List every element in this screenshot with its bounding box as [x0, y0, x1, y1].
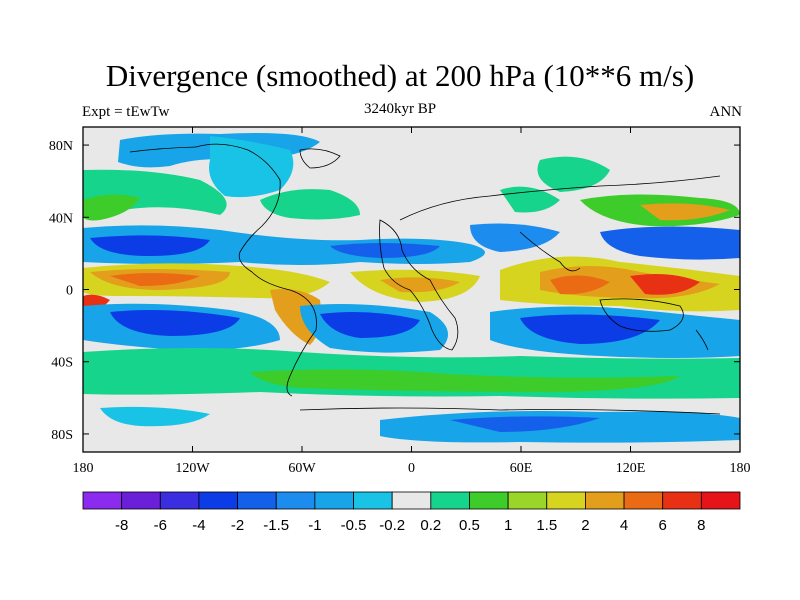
- north-pacific-negative-core: [90, 235, 210, 256]
- colorbar-label-8: 0.2: [420, 517, 441, 534]
- colorbar-swatch-4: [237, 491, 277, 510]
- east-asia-positive-core: [640, 203, 730, 221]
- colorbar-swatch-8: [391, 491, 432, 510]
- colorbar-label-3: -2: [231, 517, 244, 534]
- colorbar-label-9: 0.5: [459, 517, 480, 534]
- colorbar-label-1: -6: [154, 517, 167, 534]
- colorbar-label-7: -0.2: [379, 517, 405, 534]
- colorbar-swatch-13: [585, 491, 625, 510]
- colorbar-swatch-3: [198, 491, 238, 510]
- colorbar-swatch-14: [623, 491, 664, 510]
- colorbar-label-10: 1: [504, 517, 512, 534]
- colorbar: -8 -6 -4 -2 -1.5 -1 -0.5 -0.2 0.2 0.5 1 1.5 2 4 6 8: [82, 491, 741, 534]
- arabia-negative-region: [470, 223, 560, 252]
- divergence-field: [83, 127, 740, 452]
- chart-title: Divergence (smoothed) at 200 hPa (10**6 …: [105, 58, 695, 93]
- west-pacific-strong-core: [630, 274, 700, 295]
- x-tick-label-0: 180: [73, 461, 94, 476]
- x-tick-label-1: 120W: [175, 461, 210, 476]
- y-tick-label-0: 80N: [49, 139, 73, 154]
- south-america-positive-region: [270, 289, 322, 345]
- x-tick-label-5: 120E: [616, 461, 646, 476]
- colorbar-swatch-6: [314, 491, 354, 510]
- africa-positive-core: [380, 277, 460, 293]
- southern-ocean-positive-core: [250, 369, 680, 392]
- colorbar-label-13: 4: [620, 517, 628, 534]
- period-label: ANN: [709, 104, 743, 120]
- colorbar-swatch-1: [121, 491, 161, 510]
- colorbar-label-11: 1.5: [536, 517, 557, 534]
- colorbar-label-4: -1.5: [263, 517, 289, 534]
- colorbar-label-0: -8: [115, 517, 128, 534]
- x-tick-label-4: 60E: [510, 461, 533, 476]
- colorbar-label-2: -4: [192, 517, 205, 534]
- colorbar-swatch-9: [430, 491, 470, 510]
- colorbar-swatch-16: [700, 491, 741, 510]
- south-indian-negative-core: [520, 314, 660, 344]
- colorbar-label-5: -1: [308, 517, 321, 534]
- x-tick-label-2: 60W: [288, 461, 316, 476]
- antarctic-pacific-negative-region: [100, 406, 210, 427]
- colorbar-swatch-15: [662, 491, 702, 510]
- north-atlantic-subtropic-negative-core: [330, 243, 440, 258]
- north-atlantic-positive-region: [260, 189, 360, 220]
- south-pacific-negative-core: [110, 310, 240, 336]
- y-axis: 80N 40N 0 40S 80S: [49, 139, 740, 443]
- colorbar-swatch-12: [546, 491, 586, 510]
- time-label: 3240kyr BP: [363, 101, 437, 117]
- colorbar-swatch-7: [353, 491, 393, 510]
- south-atlantic-negative-core: [320, 312, 420, 338]
- experiment-label: Expt = tEwTw: [82, 104, 170, 120]
- equatorial-pacific-strong-core: [110, 273, 200, 286]
- colorbar-label-14: 6: [659, 517, 667, 534]
- colorbar-label-12: 2: [581, 517, 589, 534]
- west-pacific-negative-region: [600, 226, 740, 260]
- colorbar-swatch-10: [469, 491, 509, 510]
- y-tick-label-1: 40N: [49, 211, 73, 226]
- coastlines: [129, 143, 721, 415]
- x-tick-label-3: 0: [408, 461, 415, 476]
- north-atlantic-negative-region: [209, 136, 294, 198]
- y-tick-label-2: 0: [66, 284, 73, 299]
- colorbar-label-6: -0.5: [341, 517, 367, 534]
- siberia-positive-region: [537, 156, 610, 192]
- colorbar-swatch-2: [159, 491, 200, 510]
- x-axis: 180 120W 60W 0 60E 120E 180: [73, 127, 751, 476]
- colorbar-label-15: 8: [697, 517, 705, 534]
- colorbar-swatch-11: [507, 491, 548, 510]
- maritime-continent-strong-core: [550, 275, 610, 295]
- colorbar-swatch-5: [275, 491, 316, 510]
- x-tick-label-6: 180: [730, 461, 751, 476]
- antarctic-negative-core: [450, 416, 600, 432]
- north-pacific-positive-core: [83, 194, 140, 221]
- colorbar-swatch-0: [82, 491, 123, 510]
- y-tick-label-3: 40S: [51, 356, 73, 371]
- y-tick-label-4: 80S: [51, 428, 73, 443]
